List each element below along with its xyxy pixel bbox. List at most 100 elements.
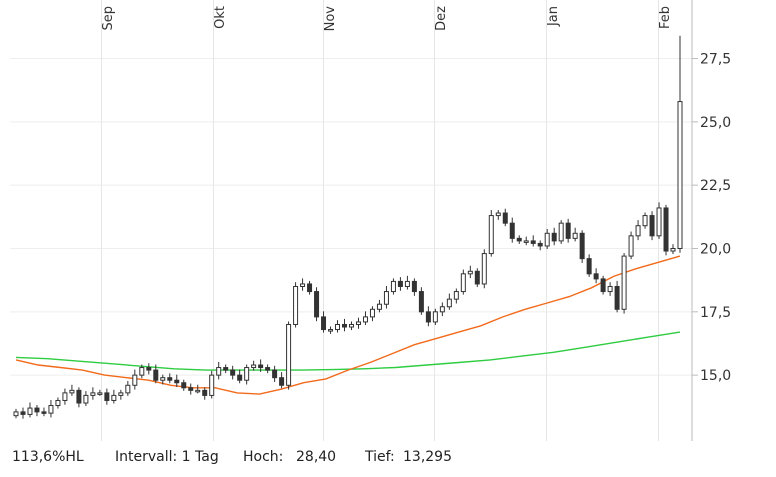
candle-body xyxy=(90,392,96,396)
candle-body xyxy=(453,291,459,300)
x-axis-labels: Sep Okt Nov Dez Jan Feb xyxy=(101,6,673,32)
candle-body xyxy=(600,278,606,293)
candle-body xyxy=(307,283,313,293)
candle-body xyxy=(656,207,662,237)
x-tick-label: Nov xyxy=(323,6,338,32)
y-tick-label: 25,0 xyxy=(700,115,731,131)
candle-body xyxy=(160,377,166,381)
y-tick-label: 22,5 xyxy=(700,178,731,194)
candle-body xyxy=(125,384,131,394)
candle-body xyxy=(425,311,431,323)
candle-body xyxy=(677,101,683,249)
candle-body xyxy=(209,374,215,396)
candle-body xyxy=(537,242,543,247)
candle-body xyxy=(495,212,501,217)
price-chart: Sep Okt Nov Dez Jan Feb 15,0 17,5 20,0 22,5 25,0 2… xyxy=(10,0,731,441)
candle-body xyxy=(286,323,292,386)
moving-average-line-orange xyxy=(15,255,681,395)
candle-body xyxy=(216,367,222,376)
candle-body xyxy=(481,253,487,285)
candle-body xyxy=(544,232,550,247)
candle-body xyxy=(635,225,641,237)
candle-body xyxy=(411,280,417,293)
candle-body xyxy=(439,306,445,313)
candle-body xyxy=(34,407,40,413)
candle-body xyxy=(397,280,403,287)
x-tick-label: Sep xyxy=(101,6,116,31)
candle-body xyxy=(614,285,620,310)
y-tick-label: 27,5 xyxy=(700,52,731,68)
candle-body xyxy=(230,369,236,376)
chart-grid xyxy=(10,0,693,441)
candle-body xyxy=(111,394,117,401)
candle-body xyxy=(642,215,648,227)
candle-body xyxy=(565,222,571,239)
candle-body xyxy=(265,367,271,371)
candle-body xyxy=(328,329,334,332)
candle-body xyxy=(593,273,599,280)
candle-body xyxy=(146,367,152,371)
candle-body xyxy=(174,379,180,384)
candle-body xyxy=(460,273,466,293)
candle-body xyxy=(55,399,61,407)
candle-body xyxy=(41,411,47,414)
moving-average-line-green xyxy=(15,331,681,371)
candle-body xyxy=(355,321,361,325)
candle-body xyxy=(314,291,320,318)
candle-body xyxy=(418,291,424,313)
candle-body xyxy=(621,255,627,310)
candle-body xyxy=(188,387,194,391)
candle-body xyxy=(502,212,508,224)
candle-body xyxy=(390,280,396,293)
candle-body xyxy=(607,285,613,293)
candle-body xyxy=(369,308,375,318)
candle-body xyxy=(342,323,348,328)
candle-body xyxy=(118,392,124,396)
moving-average-200-layer xyxy=(15,331,681,371)
candle-body xyxy=(474,270,480,285)
candle-body xyxy=(69,389,75,394)
candle-body xyxy=(572,232,578,239)
candle-body xyxy=(321,316,327,331)
candle-body xyxy=(181,382,187,389)
candle-body xyxy=(516,237,522,242)
x-tick-label: Okt xyxy=(213,6,228,29)
candle-body xyxy=(362,316,368,323)
y-axis-labels: 15,0 17,5 20,0 22,5 25,0 27,5 xyxy=(692,52,731,384)
chart-footer: 113,6%HL Intervall: 1 Tag Hoch: 28,40 Ti… xyxy=(0,443,776,477)
candle-body xyxy=(202,389,208,396)
interval-label: Intervall: 1 Tag xyxy=(115,449,219,465)
candle-body xyxy=(20,411,26,415)
candle-body xyxy=(467,270,473,275)
candle-body xyxy=(300,283,306,287)
candle-body xyxy=(83,394,89,404)
candle-body xyxy=(523,240,529,243)
candle-body xyxy=(104,392,110,401)
candle-body xyxy=(272,369,278,379)
candle-body xyxy=(244,367,250,381)
candle-body xyxy=(223,367,229,371)
low-value: 13,295 xyxy=(403,449,452,465)
candle-body xyxy=(649,215,655,237)
candle-body xyxy=(139,367,145,376)
x-tick-label: Dez xyxy=(434,6,449,31)
candle-body xyxy=(663,207,669,252)
y-tick-label: 17,5 xyxy=(700,305,731,321)
high-label: Hoch: xyxy=(243,449,284,465)
candle-body xyxy=(167,377,173,381)
candle-body xyxy=(530,240,536,244)
candle-body xyxy=(27,407,33,415)
candle-body xyxy=(153,369,159,381)
candles-layer xyxy=(13,35,683,419)
candle-body xyxy=(376,303,382,310)
x-tick-label: Jan xyxy=(546,6,561,27)
high-value: 28,40 xyxy=(296,449,337,465)
candle-body xyxy=(446,298,452,308)
candle-body xyxy=(432,311,438,323)
candle-body xyxy=(586,258,592,275)
candle-body xyxy=(62,392,68,401)
candle-body xyxy=(488,215,494,255)
candle-body xyxy=(293,285,299,325)
scale-label: 113,6%HL xyxy=(12,449,84,465)
candle-body xyxy=(48,405,54,414)
